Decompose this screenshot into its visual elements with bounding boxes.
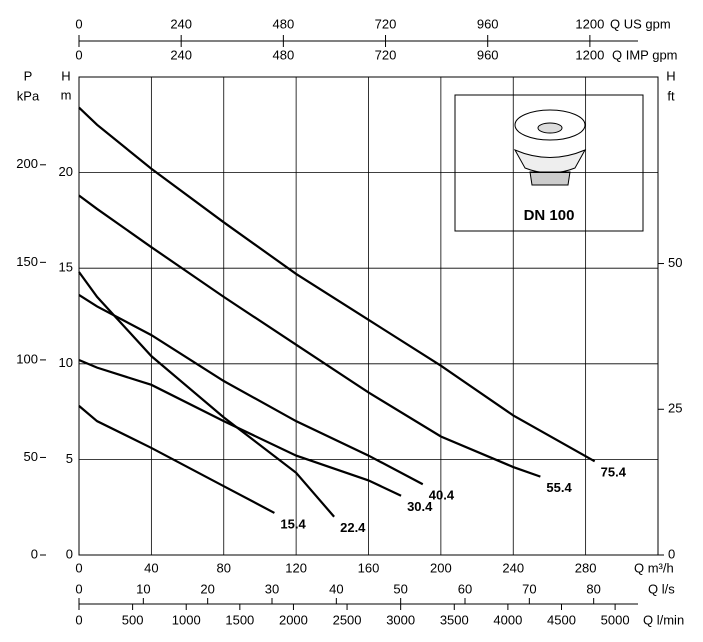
y2-tick-label: 50 [24, 449, 38, 464]
x2-tick-label: 40 [329, 581, 343, 596]
curve [78, 194, 541, 478]
x2-tick-label: 480 [273, 16, 295, 31]
axis-label: H [666, 68, 675, 83]
series-label: 15.4 [280, 516, 306, 531]
axis-label: Q IMP gpm [612, 47, 678, 62]
x-tick-label: 80 [217, 560, 231, 575]
x2-tick-label: 1200 [575, 47, 604, 62]
y-axis-label: H [61, 68, 70, 83]
axis-label: ft [667, 88, 675, 103]
x2-tick-label: 60 [458, 581, 472, 596]
x2-tick-label: 2000 [279, 612, 308, 627]
y-tick-label: 10 [59, 355, 73, 370]
x2-tick-label: 20 [200, 581, 214, 596]
y2-tick-label: 150 [16, 254, 38, 269]
x2-tick-label: 2500 [333, 612, 362, 627]
x2-tick-label: 4500 [547, 612, 576, 627]
curve [78, 271, 335, 518]
x2-tick-label: 960 [477, 16, 499, 31]
y-tick-label: 5 [66, 451, 73, 466]
impeller-hub [537, 122, 563, 134]
axis-label: Q US gpm [610, 16, 671, 31]
x2-tick-label: 50 [393, 581, 407, 596]
curve [78, 405, 275, 514]
x-tick-label: 240 [502, 560, 524, 575]
x-tick-label: 120 [285, 560, 307, 575]
axis-label: Q l/s [648, 581, 675, 596]
x2-tick-label: 5000 [601, 612, 630, 627]
impeller-base [529, 171, 571, 186]
x-tick-label: 160 [358, 560, 380, 575]
x-tick-label: 200 [430, 560, 452, 575]
x2-tick-label: 1000 [172, 612, 201, 627]
x2-tick-label: 0 [75, 612, 82, 627]
y2-tick-label: 200 [16, 156, 38, 171]
y2-tick-label: 50 [668, 255, 682, 270]
axis-label: kPa [17, 88, 40, 103]
x2-tick-label: 10 [136, 581, 150, 596]
axis-label: Q l/min [643, 612, 684, 627]
x2-tick-label: 960 [477, 47, 499, 62]
x2-tick-label: 80 [586, 581, 600, 596]
x2-tick-label: 480 [273, 47, 295, 62]
y2-tick-label: 0 [31, 546, 38, 561]
y-tick-label: 0 [66, 546, 73, 561]
inset-label: DN 100 [524, 207, 575, 224]
x2-tick-label: 240 [170, 47, 192, 62]
x-tick-label: 280 [575, 560, 597, 575]
y2-tick-label: 0 [668, 546, 675, 561]
x-axis-label: Q m³/h [634, 560, 674, 575]
series-label: 75.4 [601, 465, 627, 480]
curve [78, 358, 402, 497]
series-label: 30.4 [407, 499, 433, 514]
y-axis-label: m [61, 87, 72, 102]
x2-tick-label: 70 [522, 581, 536, 596]
x2-tick-label: 1500 [225, 612, 254, 627]
x2-tick-label: 500 [122, 612, 144, 627]
series-label: 40.4 [429, 488, 455, 503]
x2-tick-label: 0 [75, 47, 82, 62]
y-tick-label: 20 [59, 164, 73, 179]
x-tick-label: 40 [144, 560, 158, 575]
series-label: 55.4 [546, 480, 572, 495]
impeller-body [513, 148, 587, 174]
x2-tick-label: 1200 [575, 16, 604, 31]
x2-tick-label: 0 [75, 581, 82, 596]
x2-tick-label: 720 [375, 16, 397, 31]
curve [78, 294, 424, 486]
x2-tick-label: 3500 [440, 612, 469, 627]
curve [78, 106, 596, 463]
x2-tick-label: 240 [170, 16, 192, 31]
y-tick-label: 15 [59, 260, 73, 275]
series-label: 22.4 [340, 520, 366, 535]
x-tick-label: 0 [75, 560, 82, 575]
inset: DN 100 [454, 94, 644, 232]
x2-tick-label: 4000 [493, 612, 522, 627]
x2-tick-label: 0 [75, 16, 82, 31]
axis-label: P [24, 68, 33, 83]
y2-tick-label: 25 [668, 401, 682, 416]
x2-tick-label: 720 [375, 47, 397, 62]
x2-tick-label: 30 [265, 581, 279, 596]
y2-tick-label: 100 [16, 351, 38, 366]
x2-tick-label: 3000 [386, 612, 415, 627]
